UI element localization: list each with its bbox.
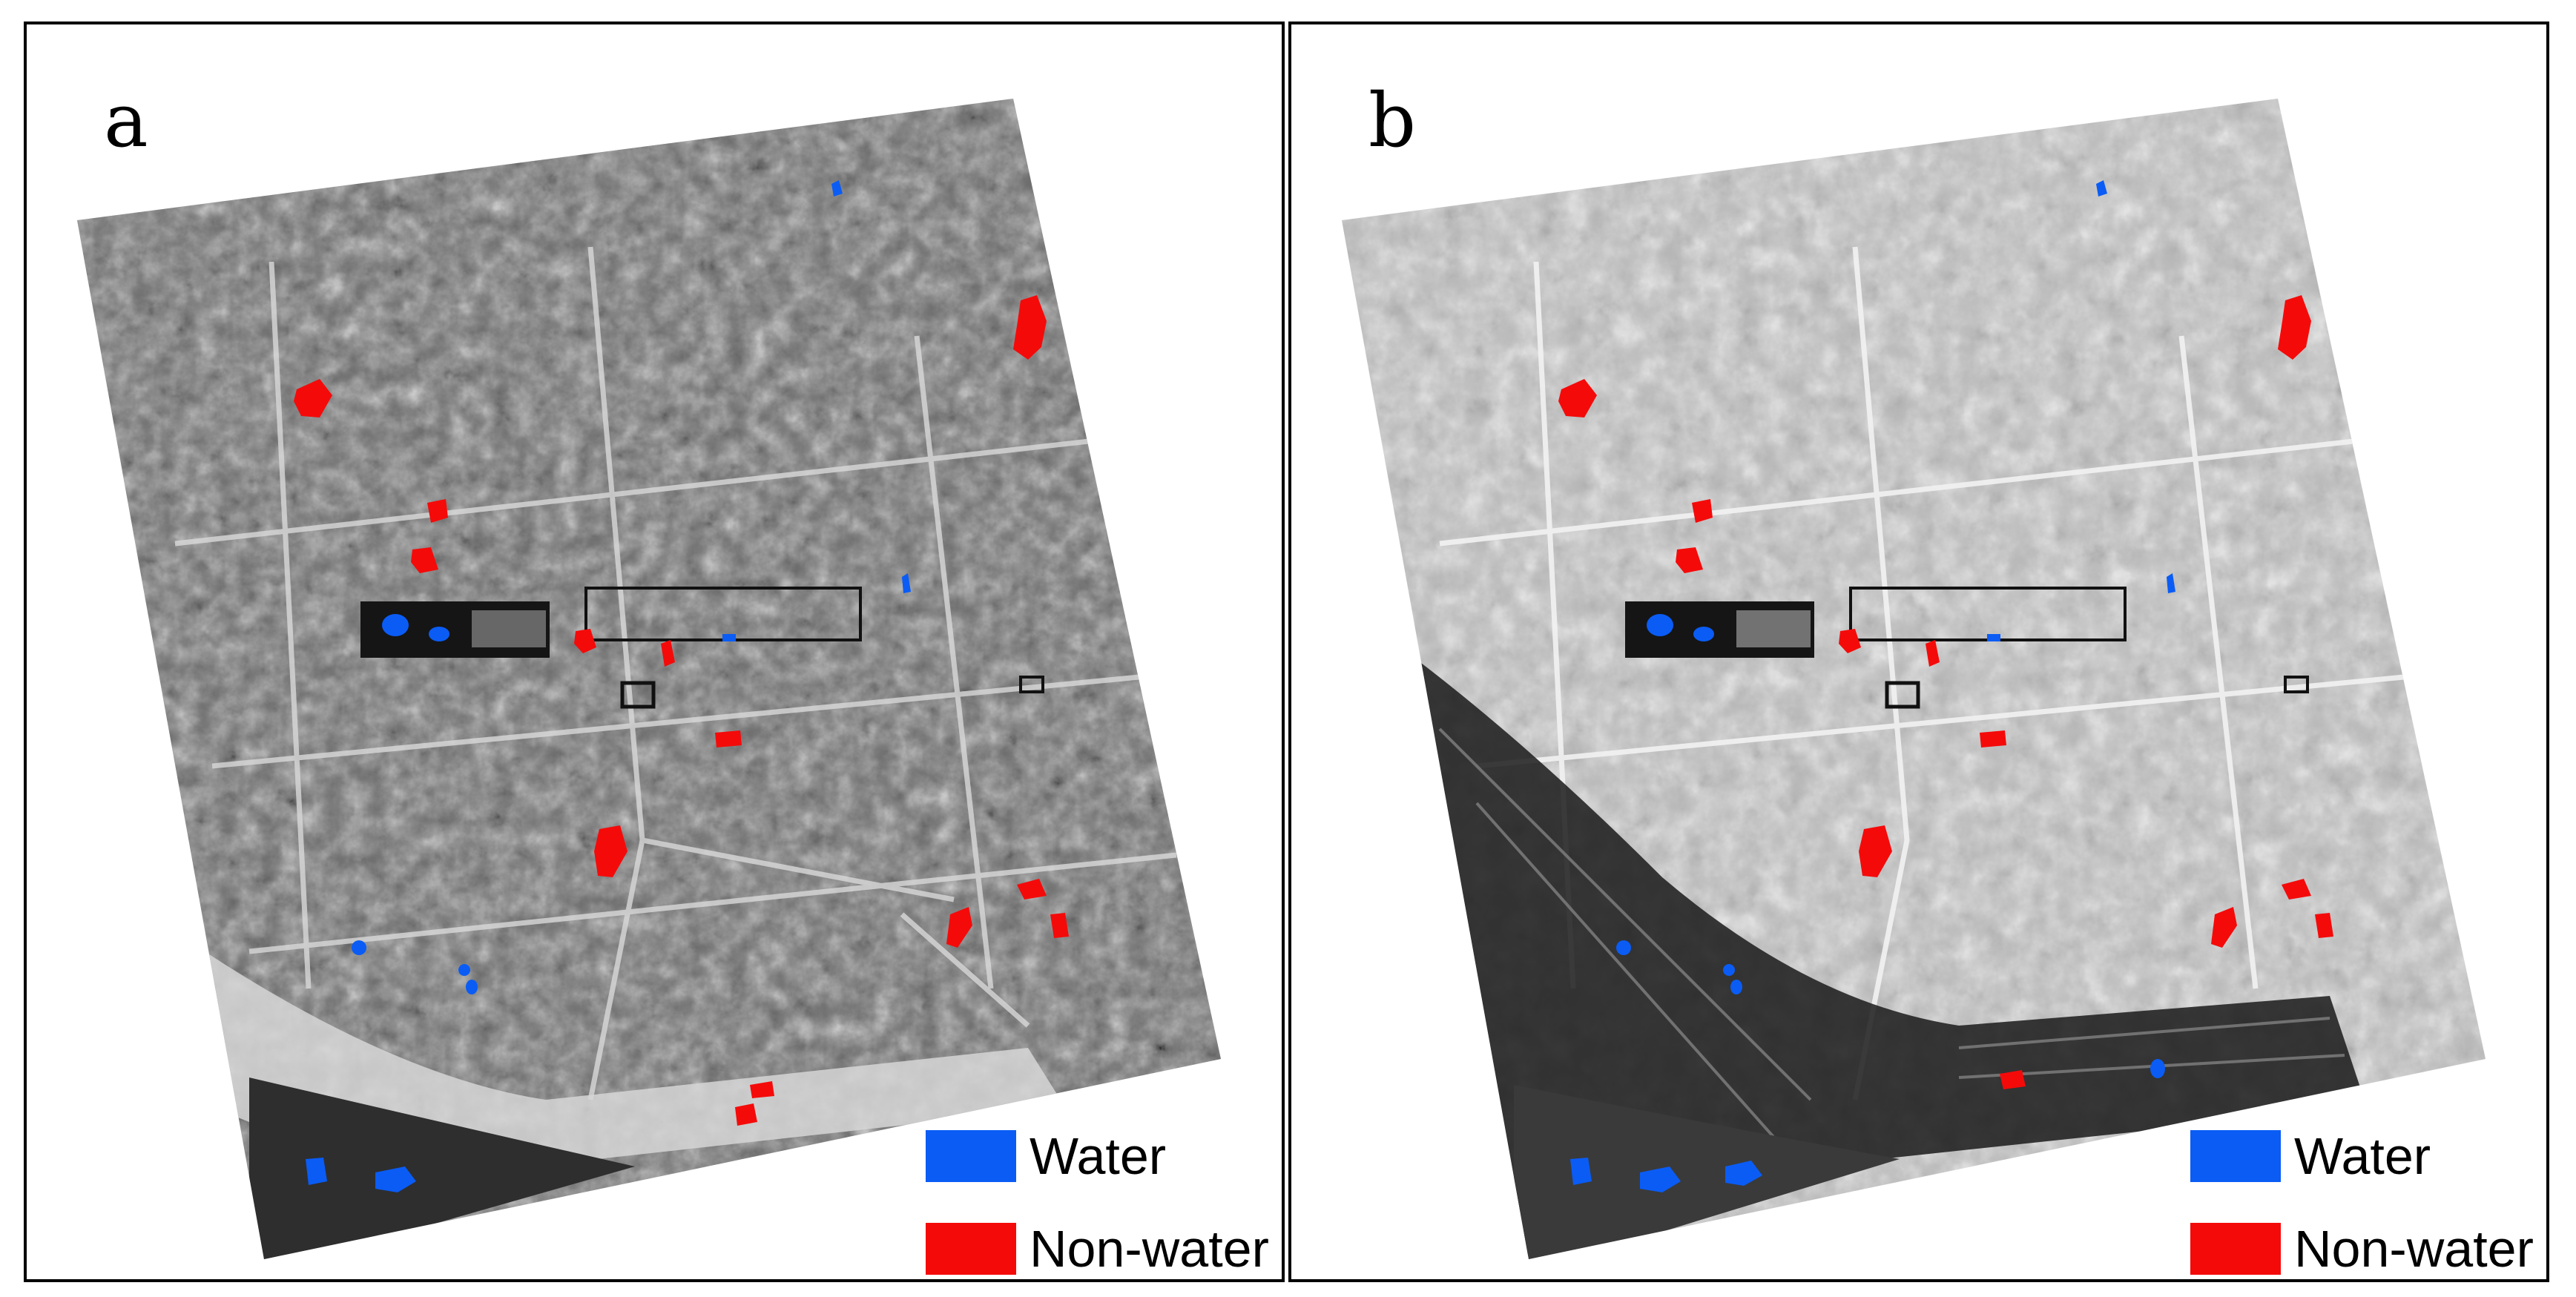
satellite-image-b [1342,99,2486,1259]
water-region [831,180,843,197]
water-region [1616,940,1631,955]
non-water-region [2315,913,2333,938]
non-water-region [2211,907,2237,948]
water-region [382,614,409,636]
legend-label: Water [2294,1126,2431,1185]
water-region [2167,573,2175,593]
non-water-region [1013,295,1047,360]
non-water-region [1926,640,1940,667]
legend-label: Non-water [1030,1219,1269,1278]
water-region [466,980,478,994]
non-water-swatch [926,1222,1016,1275]
legend: Water Non-water [926,1121,1269,1279]
water-region [902,573,911,593]
non-water-swatch [2190,1222,2281,1275]
panel-label: b [1368,77,1417,164]
water-region [458,964,470,976]
water-region [1723,964,1735,976]
non-water-region [2278,295,2311,360]
water-region [722,634,736,641]
non-water-region [2000,1070,2026,1089]
non-water-region [946,907,972,948]
water-region [429,627,449,641]
legend-item-water: Water [926,1121,1269,1191]
non-water-region [1839,629,1861,653]
water-region [2150,1059,2165,1078]
non-water-region [1017,879,1047,900]
non-water-region [715,730,742,747]
water-region [1570,1158,1592,1185]
water-region [375,1166,416,1192]
non-water-region [1859,825,1892,877]
water-region [1640,1166,1681,1192]
satellite-image-a [77,99,1221,1259]
non-water-region [1558,379,1597,418]
water-region [1725,1161,1762,1186]
panel-a: a Water Non-water [24,22,1285,1282]
water-region [1647,614,1673,636]
non-water-region [594,825,627,877]
panel-b: b Water Non-water [1288,22,2549,1282]
legend-label: Non-water [2294,1219,2534,1278]
non-water-region [1692,499,1713,523]
non-water-region [735,1103,757,1126]
legend-item-non-water: Non-water [2190,1213,2534,1279]
non-water-region [1980,730,2006,747]
water-region [1730,980,1742,994]
water-swatch [926,1129,1016,1182]
legend-label: Water [1030,1126,1167,1185]
non-water-region [1050,913,1069,938]
legend: Water Non-water [2190,1121,2534,1279]
non-water-region [661,640,675,667]
water-swatch [2190,1129,2281,1182]
water-region [352,940,366,955]
non-water-region [411,547,438,573]
water-region [2096,180,2107,197]
non-water-region [294,379,332,418]
non-water-region [750,1081,774,1098]
non-water-region [427,499,448,523]
legend-item-non-water: Non-water [926,1213,1269,1279]
water-region [1693,627,1714,641]
non-water-region [2282,879,2311,900]
non-water-region [574,629,596,653]
water-region [306,1158,327,1185]
non-water-region [1676,547,1703,573]
panel-label: a [104,77,148,164]
water-region [1987,634,2000,641]
legend-item-water: Water [2190,1121,2534,1191]
